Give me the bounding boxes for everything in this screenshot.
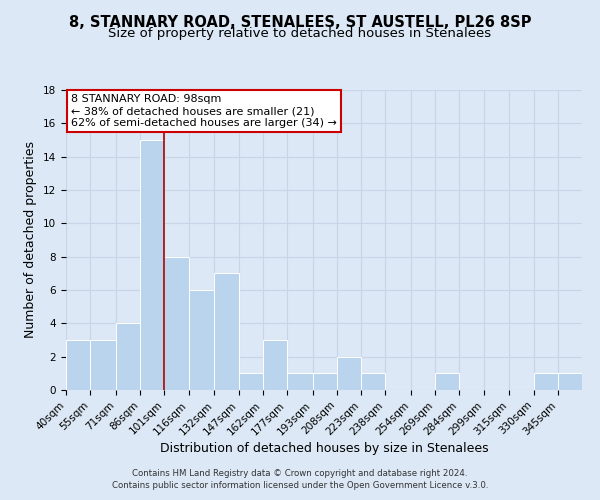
Bar bbox=[558, 374, 582, 390]
Y-axis label: Number of detached properties: Number of detached properties bbox=[25, 142, 37, 338]
Bar bbox=[239, 374, 263, 390]
Bar bbox=[287, 374, 313, 390]
Text: 8 STANNARY ROAD: 98sqm
← 38% of detached houses are smaller (21)
62% of semi-det: 8 STANNARY ROAD: 98sqm ← 38% of detached… bbox=[71, 94, 337, 128]
Bar bbox=[361, 374, 385, 390]
Bar bbox=[313, 374, 337, 390]
Bar bbox=[533, 374, 558, 390]
X-axis label: Distribution of detached houses by size in Stenalees: Distribution of detached houses by size … bbox=[160, 442, 488, 455]
Text: Contains public sector information licensed under the Open Government Licence v.: Contains public sector information licen… bbox=[112, 481, 488, 490]
Text: Size of property relative to detached houses in Stenalees: Size of property relative to detached ho… bbox=[109, 28, 491, 40]
Bar bbox=[435, 374, 460, 390]
Text: 8, STANNARY ROAD, STENALEES, ST AUSTELL, PL26 8SP: 8, STANNARY ROAD, STENALEES, ST AUSTELL,… bbox=[69, 15, 531, 30]
Bar bbox=[140, 140, 164, 390]
Bar bbox=[66, 340, 90, 390]
Bar bbox=[214, 274, 239, 390]
Bar bbox=[164, 256, 188, 390]
Bar bbox=[337, 356, 361, 390]
Bar bbox=[116, 324, 140, 390]
Bar bbox=[90, 340, 116, 390]
Bar bbox=[263, 340, 287, 390]
Text: Contains HM Land Registry data © Crown copyright and database right 2024.: Contains HM Land Registry data © Crown c… bbox=[132, 468, 468, 477]
Bar bbox=[188, 290, 214, 390]
